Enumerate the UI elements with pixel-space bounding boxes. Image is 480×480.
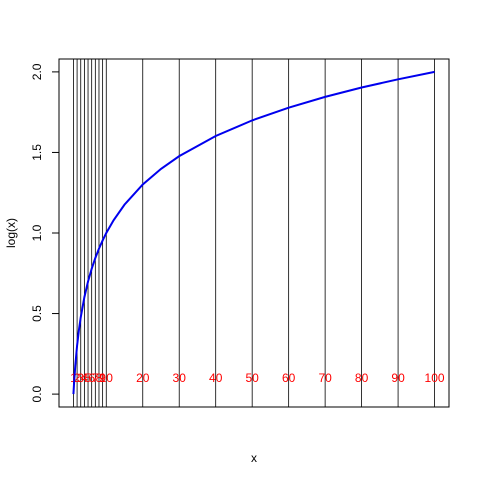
y-tick-label: 1.5 <box>30 144 44 161</box>
y-tick-label: 2.0 <box>30 63 44 80</box>
line-label: 7 <box>92 371 99 385</box>
curve <box>72 70 435 395</box>
line-label: 2 <box>74 371 81 385</box>
line-label: 90 <box>391 371 405 385</box>
line-label: 40 <box>209 371 223 385</box>
line-label: 60 <box>282 371 296 385</box>
line-label: 4 <box>81 371 88 385</box>
line-label: 50 <box>245 371 259 385</box>
line-label: 30 <box>173 371 187 385</box>
line-label: 100 <box>425 371 445 385</box>
line-label: 3 <box>77 371 84 385</box>
line-label: 8 <box>96 371 103 385</box>
line-label: 80 <box>355 371 369 385</box>
line-label: 9 <box>99 371 106 385</box>
line-label: 6 <box>88 371 95 385</box>
plot-box <box>58 58 450 408</box>
x-axis-label: x <box>251 451 257 465</box>
line-label: 20 <box>136 371 150 385</box>
y-axis-label: log(x) <box>4 218 18 248</box>
y-tick-label: 0.0 <box>30 385 44 402</box>
line-label: 70 <box>318 371 332 385</box>
line-label: 5 <box>85 371 92 385</box>
y-tick-label: 0.5 <box>30 305 44 322</box>
y-tick-label: 1.0 <box>30 224 44 241</box>
line-label: 10 <box>100 371 114 385</box>
